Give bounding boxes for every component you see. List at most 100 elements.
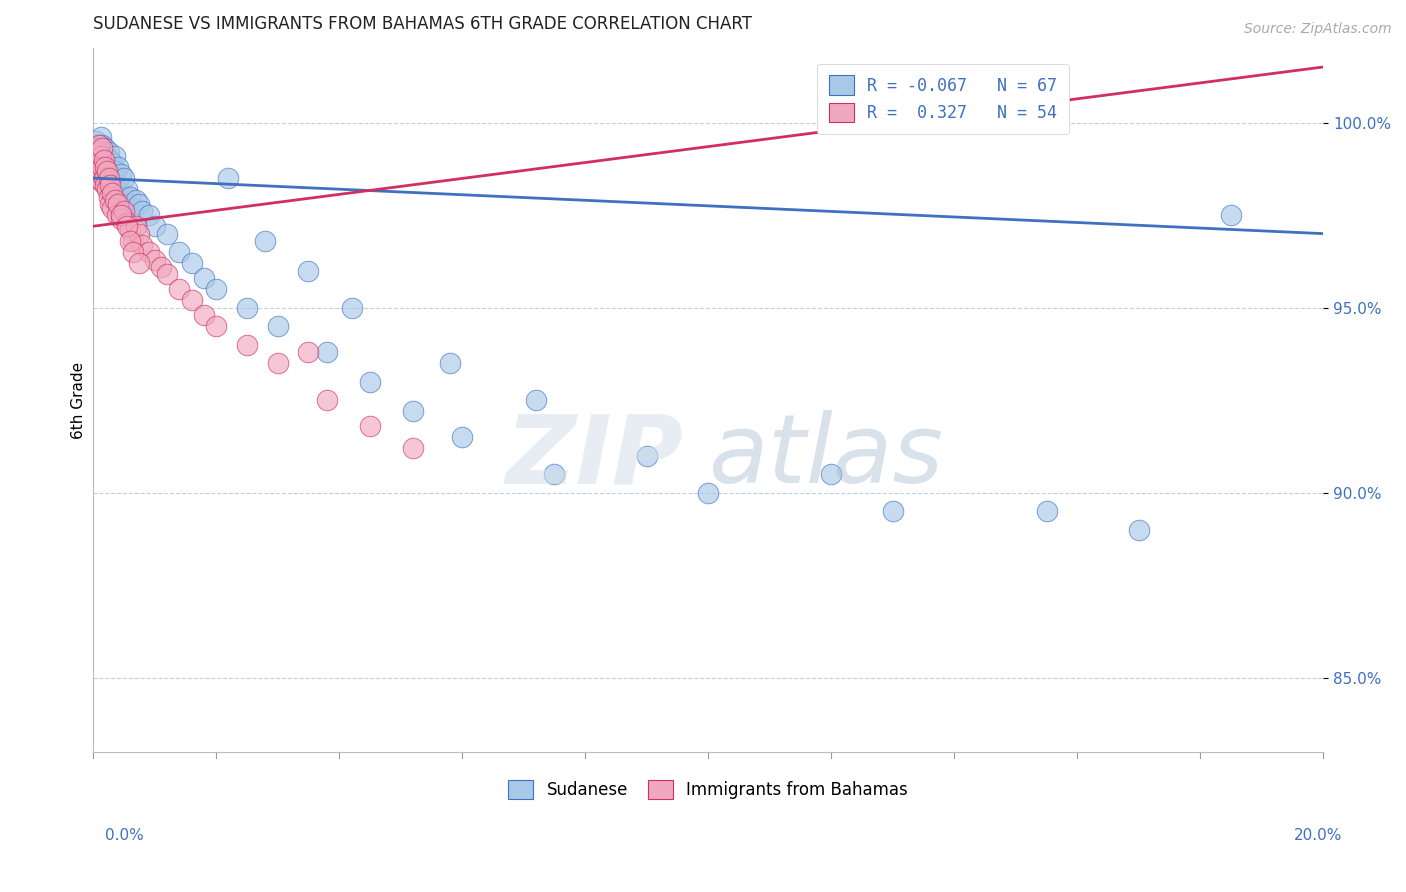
- Point: [91, 137, 114, 152]
- Point: [89, 141, 111, 155]
- Point: [149, 260, 172, 274]
- Point: [128, 256, 150, 270]
- Point: [115, 182, 138, 196]
- Point: [128, 197, 150, 211]
- Point: [90, 130, 112, 145]
- Point: [316, 345, 339, 359]
- Point: [84, 171, 107, 186]
- Point: [110, 167, 132, 181]
- Point: [93, 153, 115, 167]
- Point: [193, 308, 215, 322]
- Point: [91, 149, 114, 163]
- Point: [697, 486, 720, 500]
- Point: [87, 145, 110, 160]
- Point: [636, 449, 658, 463]
- Point: [94, 156, 117, 170]
- Point: [205, 319, 228, 334]
- Point: [87, 167, 110, 181]
- Text: Source: ZipAtlas.com: Source: ZipAtlas.com: [1244, 22, 1392, 37]
- Point: [93, 160, 115, 174]
- Point: [84, 160, 107, 174]
- Point: [236, 301, 259, 315]
- Point: [115, 197, 138, 211]
- Point: [820, 467, 842, 482]
- Point: [180, 256, 202, 270]
- Point: [94, 178, 117, 193]
- Point: [122, 245, 145, 260]
- Point: [110, 211, 132, 226]
- Point: [122, 234, 145, 248]
- Point: [236, 337, 259, 351]
- Point: [104, 149, 127, 163]
- Text: SUDANESE VS IMMIGRANTS FROM BAHAMAS 6TH GRADE CORRELATION CHART: SUDANESE VS IMMIGRANTS FROM BAHAMAS 6TH …: [93, 15, 752, 33]
- Point: [1128, 523, 1150, 537]
- Point: [94, 141, 117, 155]
- Point: [107, 160, 129, 174]
- Point: [125, 219, 148, 234]
- Point: [96, 182, 118, 196]
- Point: [402, 404, 425, 418]
- Point: [100, 171, 122, 186]
- Text: atlas: atlas: [709, 410, 943, 503]
- Point: [138, 245, 160, 260]
- Point: [107, 178, 129, 193]
- Point: [439, 356, 461, 370]
- Point: [267, 319, 290, 334]
- Point: [96, 153, 118, 167]
- Point: [97, 160, 120, 174]
- Point: [105, 208, 128, 222]
- Point: [115, 219, 138, 234]
- Point: [100, 186, 122, 200]
- Point: [107, 197, 129, 211]
- Point: [104, 163, 127, 178]
- Point: [89, 137, 111, 152]
- Point: [120, 189, 142, 203]
- Point: [100, 178, 122, 193]
- Point: [882, 504, 904, 518]
- Point: [93, 171, 115, 186]
- Point: [89, 156, 111, 170]
- Point: [128, 227, 150, 241]
- Point: [193, 271, 215, 285]
- Point: [143, 252, 166, 267]
- Point: [84, 156, 107, 170]
- Point: [91, 160, 114, 174]
- Point: [100, 156, 122, 170]
- Point: [543, 467, 565, 482]
- Point: [84, 134, 107, 148]
- Y-axis label: 6th Grade: 6th Grade: [72, 362, 86, 439]
- Point: [359, 375, 381, 389]
- Point: [91, 175, 114, 189]
- Point: [110, 208, 132, 222]
- Point: [87, 163, 110, 178]
- Point: [100, 175, 122, 189]
- Point: [138, 208, 160, 222]
- Point: [84, 145, 107, 160]
- Point: [89, 156, 111, 170]
- Point: [100, 153, 122, 167]
- Point: [254, 234, 277, 248]
- Point: [112, 189, 135, 203]
- Point: [169, 245, 191, 260]
- Point: [297, 345, 319, 359]
- Point: [524, 393, 547, 408]
- Point: [90, 149, 112, 163]
- Text: 0.0%: 0.0%: [105, 828, 145, 843]
- Point: [96, 163, 118, 178]
- Point: [451, 430, 474, 444]
- Point: [125, 194, 148, 208]
- Point: [402, 442, 425, 456]
- Point: [143, 219, 166, 234]
- Point: [90, 153, 112, 167]
- Point: [89, 171, 111, 186]
- Point: [112, 171, 135, 186]
- Point: [131, 204, 153, 219]
- Point: [90, 167, 112, 181]
- Point: [156, 227, 179, 241]
- Text: ZIP: ZIP: [506, 410, 683, 503]
- Point: [156, 268, 179, 282]
- Point: [169, 282, 191, 296]
- Point: [112, 204, 135, 219]
- Point: [1035, 504, 1057, 518]
- Point: [316, 393, 339, 408]
